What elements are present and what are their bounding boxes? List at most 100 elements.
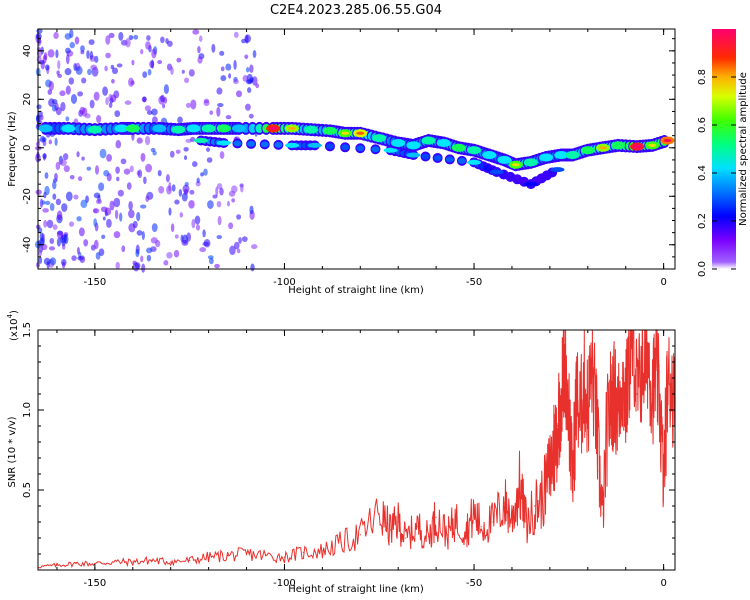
colorbar-tick-label: 0.0	[697, 261, 708, 277]
snr-data-point	[435, 516, 437, 518]
noise-blob	[133, 34, 139, 40]
noise-blob	[101, 234, 106, 240]
snr-data-point	[644, 361, 646, 363]
noise-blob	[86, 166, 92, 171]
noise-blob	[140, 48, 144, 55]
noise-blob	[216, 87, 223, 95]
noise-blob	[249, 64, 254, 73]
x-tick-label: -150	[84, 277, 107, 288]
noise-blob	[241, 38, 247, 44]
snr-scale-base: (x104)	[6, 310, 20, 341]
noise-blob	[157, 169, 162, 177]
ridge-peak	[489, 169, 504, 175]
noise-blob	[163, 84, 169, 95]
ridge-body	[445, 156, 454, 163]
snr-data-point	[556, 425, 559, 427]
noise-blob	[203, 238, 211, 248]
noise-blob	[140, 152, 146, 162]
y-tick-label: 1.5	[22, 322, 33, 338]
noise-blob	[76, 151, 80, 158]
ridge-core	[341, 131, 350, 135]
noise-blob	[146, 110, 153, 115]
ridge-body	[247, 140, 256, 147]
snr-data-point	[663, 481, 665, 483]
noise-blob	[174, 199, 180, 205]
noise-blob	[65, 85, 71, 95]
spectrogram-ridge-layer	[38, 121, 675, 190]
snr-data-point	[647, 353, 650, 355]
y-tick-label: 1.0	[22, 402, 33, 418]
snr-data-point	[446, 534, 449, 536]
noise-blob	[65, 116, 70, 122]
snr-x-axis-label: Height of straight line (km)	[288, 584, 424, 595]
noise-blob	[160, 94, 165, 103]
snr-data-point	[132, 561, 134, 563]
noise-blob	[48, 80, 54, 91]
noise-blob	[197, 56, 203, 64]
noise-blob	[236, 214, 242, 220]
noise-blob	[141, 96, 147, 103]
noise-blob	[125, 38, 131, 48]
snr-data-point	[666, 385, 669, 387]
ridge-body	[371, 146, 380, 153]
snr-data-point	[541, 497, 543, 499]
colorbar-tick-label: 0.4	[697, 165, 708, 181]
snr-scale-multiplier: (x104)	[6, 310, 20, 341]
y-tick-label: 20	[22, 93, 33, 106]
noise-blob	[110, 94, 117, 103]
ridge-body	[325, 143, 334, 150]
snr-data-point	[492, 521, 494, 523]
noise-blob	[68, 77, 75, 85]
noise-blob	[119, 212, 123, 222]
noise-blob	[73, 194, 79, 200]
ridge-peak	[467, 146, 482, 155]
noise-blob	[116, 63, 123, 68]
noise-blob	[178, 189, 183, 197]
noise-blob	[69, 41, 75, 49]
ridge-body	[457, 157, 466, 164]
snr-data-point	[189, 559, 191, 562]
noise-blob	[202, 229, 206, 238]
noise-blob	[182, 184, 190, 194]
noise-blob	[42, 208, 49, 213]
snr-data-point	[560, 393, 562, 395]
snr-data-point	[113, 561, 115, 563]
noise-blob	[245, 34, 249, 44]
noise-blob	[95, 198, 102, 205]
noise-blob	[146, 35, 151, 41]
ridge-body	[433, 154, 442, 161]
noise-blob	[132, 262, 140, 272]
noise-blob	[55, 198, 62, 206]
noise-blob	[231, 185, 238, 194]
noise-blob	[145, 163, 153, 173]
noise-blob	[216, 106, 221, 117]
snr-data-point	[321, 550, 323, 552]
noise-blob	[130, 80, 135, 86]
noise-blob	[116, 176, 120, 182]
noise-blob	[56, 230, 64, 239]
noise-blob	[179, 212, 183, 218]
snr-frame	[37, 329, 676, 571]
ridge-core	[511, 163, 520, 167]
noise-blob	[52, 193, 57, 200]
ridge-core	[269, 126, 278, 130]
noise-blob	[109, 200, 115, 211]
noise-blob	[228, 73, 232, 79]
noise-blob	[158, 185, 165, 194]
snr-data-point	[359, 534, 361, 536]
ridge-peak	[406, 152, 421, 158]
snr-y-ticks: 0.5 1.0 1.5	[22, 322, 675, 555]
noise-blob	[188, 200, 195, 209]
noise-blob	[170, 223, 175, 233]
noise-blob	[245, 67, 250, 73]
snr-data-point	[427, 535, 430, 538]
noise-blob	[100, 206, 108, 213]
noise-blob	[42, 153, 47, 161]
noise-blob	[136, 230, 143, 236]
noise-blob	[61, 237, 66, 247]
noise-blob	[120, 158, 127, 165]
noise-blob	[246, 79, 253, 85]
noise-blob	[114, 209, 119, 220]
noise-blob	[89, 99, 95, 109]
noise-blob	[38, 256, 43, 264]
